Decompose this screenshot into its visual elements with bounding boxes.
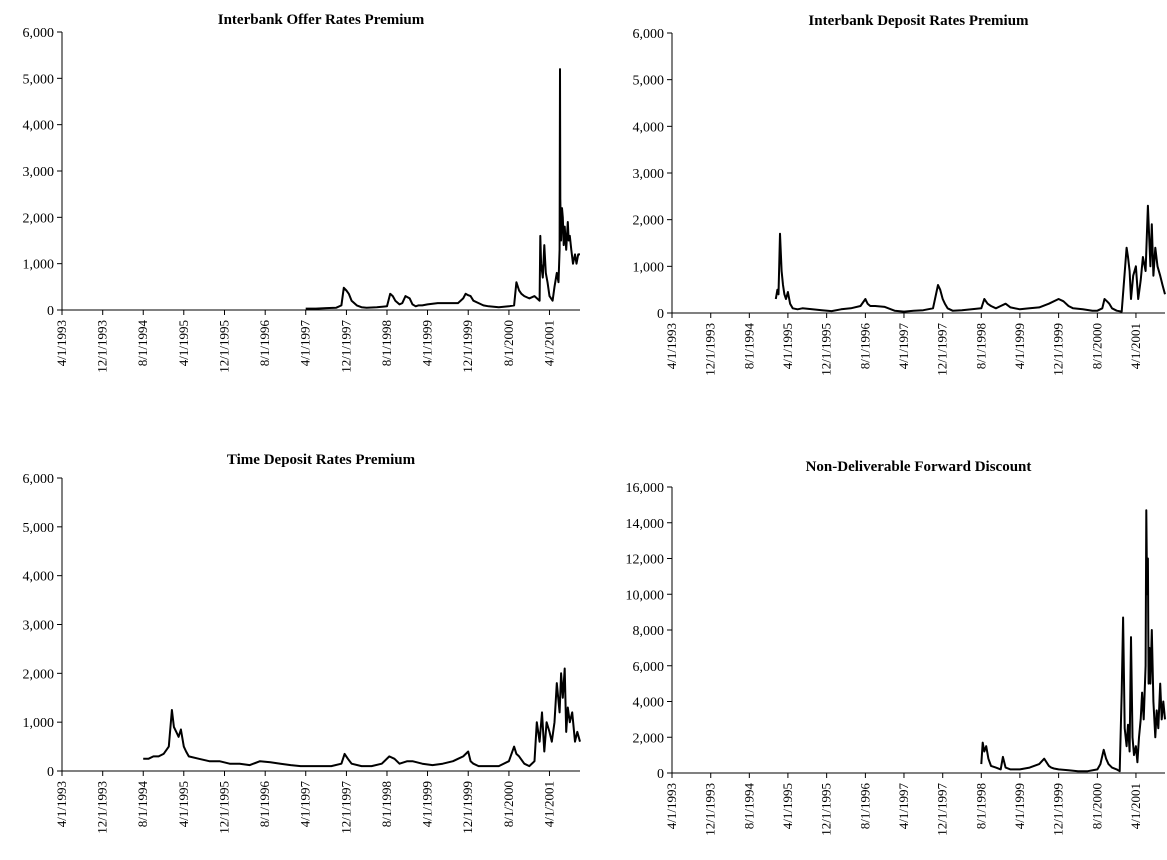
x-tick-label: 12/1/1999 bbox=[460, 781, 475, 834]
x-tick-label: 4/1/1993 bbox=[664, 323, 679, 369]
y-tick-label: 4,000 bbox=[633, 696, 665, 711]
y-tick-label: 6,000 bbox=[23, 472, 55, 487]
x-tick-label: 4/1/2001 bbox=[541, 320, 556, 366]
x-tick-label: 4/1/1997 bbox=[298, 320, 313, 367]
x-tick-label: 8/1/1994 bbox=[135, 320, 150, 367]
y-tick-label: 14,000 bbox=[626, 517, 665, 532]
chart-panel-4: Non-Deliverable Forward Discount 0 2,000 4,… bbox=[626, 459, 1166, 836]
y-tick-label: 5,000 bbox=[23, 521, 55, 536]
x-tick-label: 8/1/1998 bbox=[973, 783, 988, 829]
y-tick-label: 1,000 bbox=[23, 258, 55, 273]
x-tick-label: 12/1/1993 bbox=[703, 323, 718, 376]
x-tick-label: 4/1/1999 bbox=[1012, 323, 1027, 369]
x-tick-label: 8/1/1996 bbox=[257, 320, 272, 367]
x-tick-label: 8/1/1998 bbox=[379, 320, 394, 366]
x-tick-label: 12/1/1995 bbox=[216, 320, 231, 373]
x-tick-label: 4/1/1995 bbox=[176, 781, 191, 827]
y-tick-label: 6,000 bbox=[633, 660, 665, 675]
y-tick-label: 6,000 bbox=[633, 27, 665, 42]
x-tick-label: 4/1/1999 bbox=[420, 320, 435, 366]
y-tick-label: 4,000 bbox=[633, 120, 665, 135]
y-tick-label: 6,000 bbox=[23, 26, 55, 41]
chart-title: Interbank Offer Rates Premium bbox=[218, 12, 425, 28]
y-tick-label: 5,000 bbox=[633, 74, 665, 89]
x-tick-label: 4/1/2001 bbox=[1128, 323, 1143, 369]
x-tick-label: 4/1/1995 bbox=[780, 783, 795, 829]
x-tick-label: 4/1/1999 bbox=[1012, 783, 1027, 829]
chart-panel-3: Time Deposit Rates Premium 0 1,000 2,000 3,0… bbox=[23, 452, 581, 834]
x-tick-label: 8/1/1994 bbox=[135, 781, 150, 828]
y-tick-label: 12,000 bbox=[626, 553, 665, 568]
x-tick-label: 12/1/1995 bbox=[216, 781, 231, 834]
chart-title: Non-Deliverable Forward Discount bbox=[806, 459, 1032, 475]
x-tick-label: 8/1/1996 bbox=[257, 781, 272, 828]
x-tick-label: 8/1/2000 bbox=[501, 320, 516, 366]
y-tick-label: 8,000 bbox=[633, 624, 665, 639]
x-tick-label: 12/1/1997 bbox=[338, 320, 353, 373]
x-tick-label: 4/1/1997 bbox=[896, 323, 911, 370]
x-tick-label: 12/1/1995 bbox=[819, 323, 834, 376]
x-tick-label: 4/1/1995 bbox=[176, 320, 191, 366]
y-tick-label: 2,000 bbox=[633, 731, 665, 746]
y-tick-label: 5,000 bbox=[23, 72, 55, 87]
x-tick-label: 8/1/1998 bbox=[379, 781, 394, 827]
x-tick-label: 12/1/1997 bbox=[338, 781, 353, 834]
x-tick-label: 4/1/1997 bbox=[896, 783, 911, 830]
chart-title: Interbank Deposit Rates Premium bbox=[808, 13, 1029, 29]
x-tick-label: 8/1/1998 bbox=[973, 323, 988, 369]
x-tick-label: 12/1/1999 bbox=[460, 320, 475, 373]
x-tick-label: 12/1/1993 bbox=[703, 783, 718, 836]
y-tick-label: 1,000 bbox=[633, 260, 665, 275]
y-tick-label: 2,000 bbox=[23, 211, 55, 226]
x-tick-label: 4/1/1993 bbox=[664, 783, 679, 829]
x-tick-label: 4/1/1997 bbox=[298, 781, 313, 828]
x-tick-label: 8/1/1994 bbox=[741, 783, 756, 830]
x-tick-label: 8/1/1996 bbox=[857, 323, 872, 370]
chart-panel-1: Interbank Offer Rates Premium 0 1,000 2,000… bbox=[23, 12, 580, 373]
x-tick-label: 12/1/1997 bbox=[935, 783, 950, 836]
y-tick-label: 1,000 bbox=[23, 716, 55, 731]
y-tick-label: 4,000 bbox=[23, 570, 55, 585]
y-tick-label: 3,000 bbox=[633, 167, 665, 182]
x-tick-label: 12/1/1993 bbox=[95, 320, 110, 373]
x-tick-label: 12/1/1999 bbox=[1051, 783, 1066, 836]
y-tick-label: 0 bbox=[657, 307, 664, 322]
series-line bbox=[980, 509, 1166, 773]
x-tick-label: 4/1/1995 bbox=[780, 323, 795, 369]
x-tick-label: 12/1/1999 bbox=[1051, 323, 1066, 376]
x-tick-label: 4/1/1993 bbox=[54, 320, 69, 366]
y-tick-label: 0 bbox=[657, 767, 664, 782]
x-tick-label: 12/1/1993 bbox=[95, 781, 110, 834]
x-tick-label: 8/1/2000 bbox=[1089, 323, 1104, 369]
x-tick-label: 12/1/1995 bbox=[819, 783, 834, 836]
x-tick-label: 8/1/1994 bbox=[741, 323, 756, 370]
y-tick-label: 0 bbox=[47, 765, 54, 780]
y-tick-label: 0 bbox=[47, 304, 54, 319]
x-tick-label: 8/1/2000 bbox=[1089, 783, 1104, 829]
chart-title: Time Deposit Rates Premium bbox=[227, 452, 416, 468]
x-tick-label: 4/1/1993 bbox=[54, 781, 69, 827]
x-tick-label: 4/1/2001 bbox=[541, 781, 556, 827]
y-tick-label: 3,000 bbox=[23, 165, 55, 180]
y-tick-label: 16,000 bbox=[626, 481, 665, 496]
chart-panel-2: Interbank Deposit Rates Premium 0 1,000 2,0… bbox=[633, 13, 1166, 376]
series-line bbox=[774, 204, 1166, 313]
series-line bbox=[143, 667, 581, 768]
y-tick-label: 4,000 bbox=[23, 119, 55, 134]
x-tick-label: 8/1/1996 bbox=[857, 783, 872, 830]
x-tick-label: 8/1/2000 bbox=[501, 781, 516, 827]
x-tick-label: 4/1/2001 bbox=[1128, 783, 1143, 829]
x-tick-label: 12/1/1997 bbox=[935, 323, 950, 376]
series-line bbox=[305, 68, 580, 310]
x-tick-label: 4/1/1999 bbox=[420, 781, 435, 827]
y-tick-label: 10,000 bbox=[626, 588, 665, 603]
y-tick-label: 3,000 bbox=[23, 619, 55, 634]
y-tick-label: 2,000 bbox=[633, 214, 665, 229]
y-tick-label: 2,000 bbox=[23, 667, 55, 682]
